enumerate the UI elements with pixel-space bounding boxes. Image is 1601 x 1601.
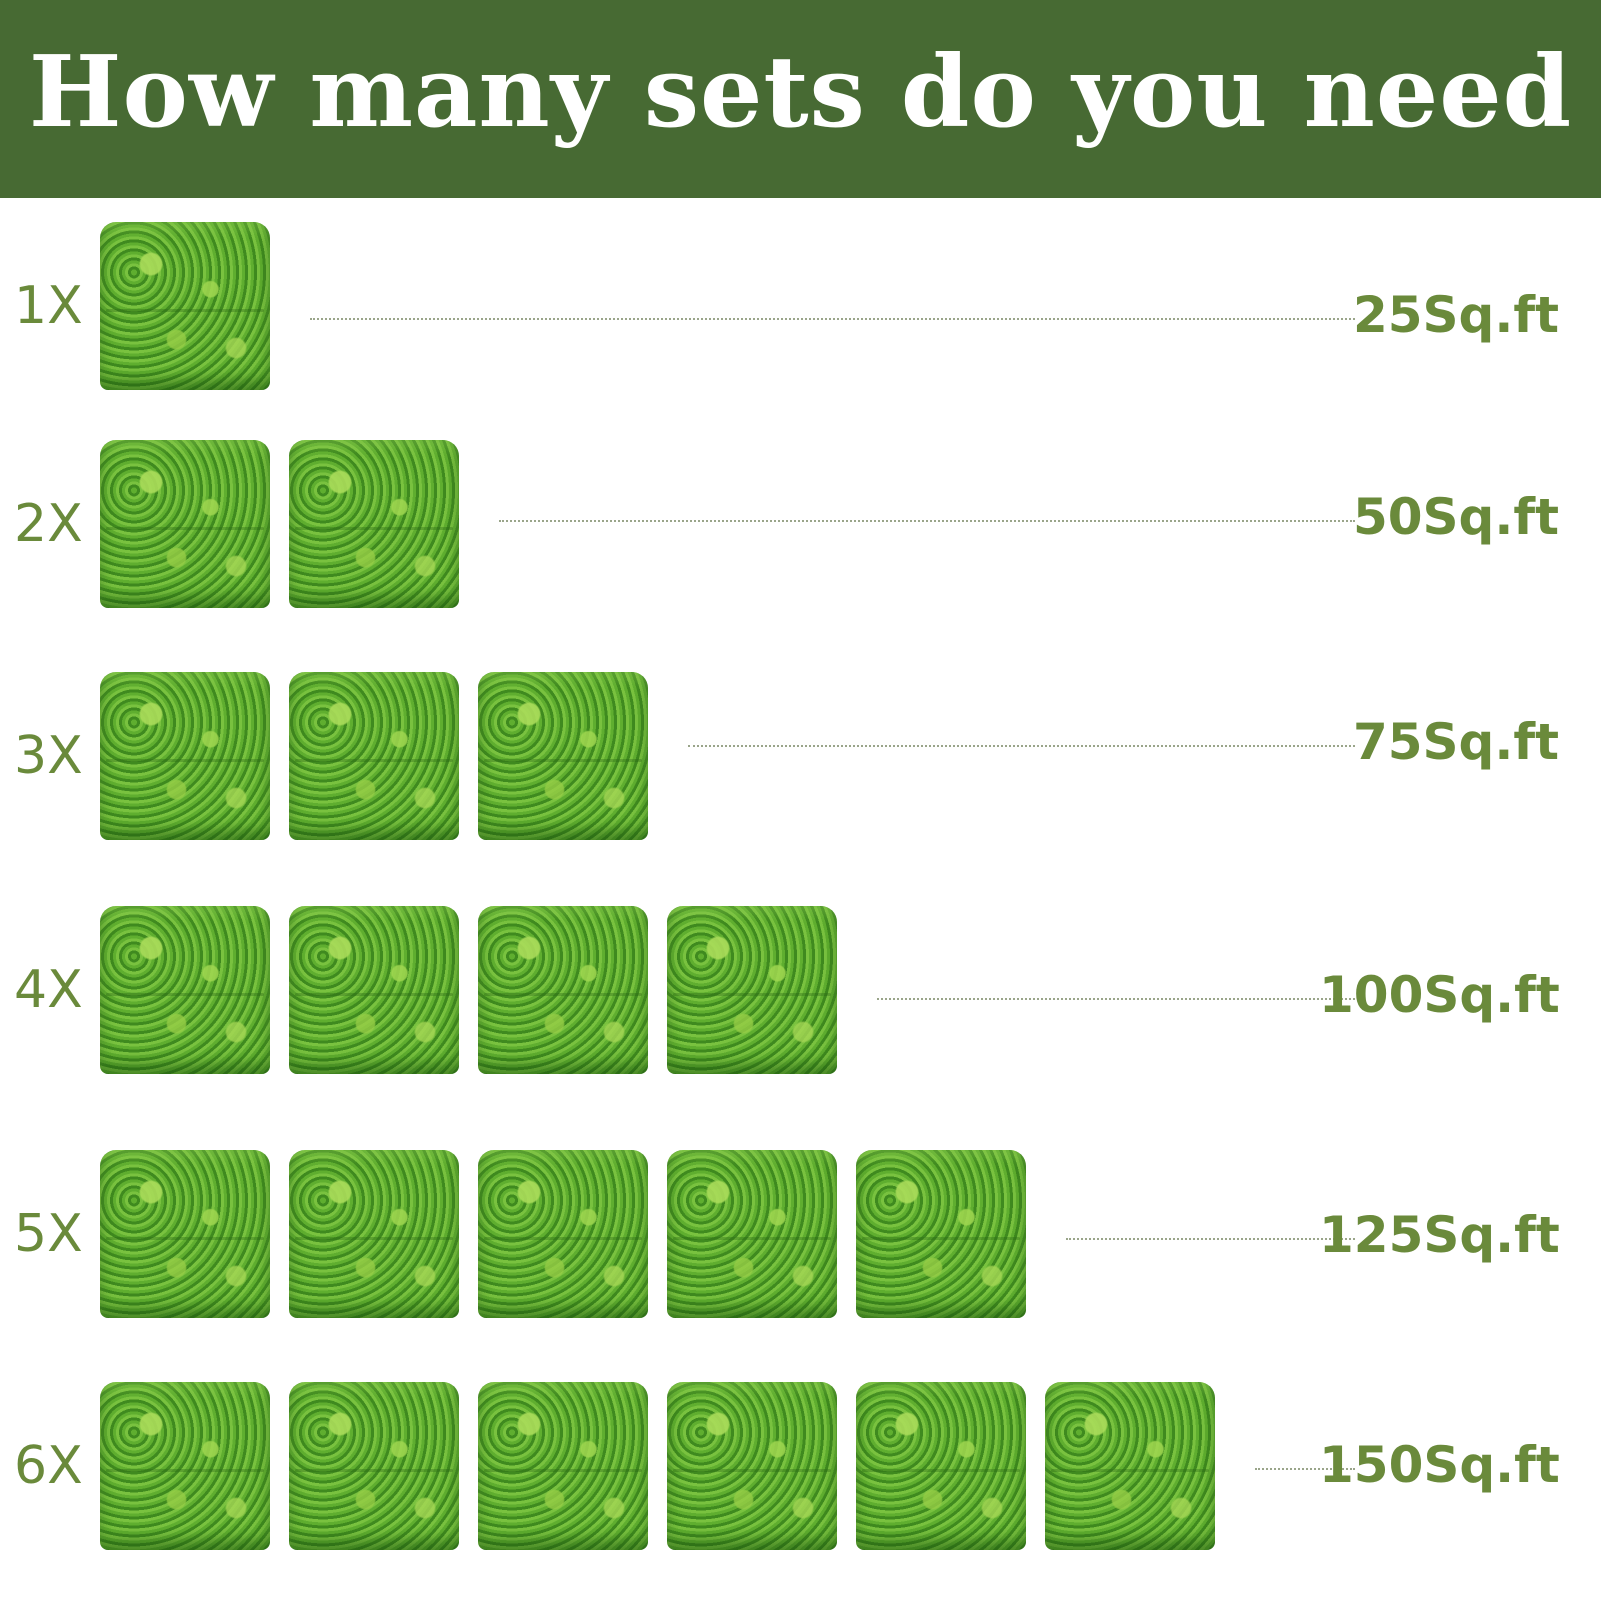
coverage-area-label: 100Sq.ft: [1319, 966, 1560, 1024]
panel-group: [0, 440, 1601, 612]
dotted-leader-line: [1066, 1238, 1355, 1240]
set-row: 4X: [0, 906, 1601, 1078]
hedge-panel-image: [289, 440, 459, 608]
set-row: 5X: [0, 1150, 1601, 1322]
hedge-panel-image: [667, 1150, 837, 1318]
hedge-panel-image: [289, 1382, 459, 1550]
panel-group: [0, 1382, 1601, 1554]
multiplier-label: 2X: [14, 494, 83, 554]
hedge-panel-image: [289, 1150, 459, 1318]
hedge-panel-image: [478, 1150, 648, 1318]
hedge-panel-image: [1045, 1382, 1215, 1550]
dotted-leader-line: [877, 998, 1355, 1000]
set-row: 2X: [0, 440, 1601, 612]
multiplier-label: 1X: [14, 276, 83, 336]
coverage-area-label: 75Sq.ft: [1352, 713, 1559, 771]
hedge-panel-image: [667, 1382, 837, 1550]
hedge-panel-image: [478, 1382, 648, 1550]
panel-group: [0, 222, 1601, 394]
dotted-leader-line: [1255, 1468, 1355, 1470]
hedge-panel-image: [100, 440, 270, 608]
panel-group: [0, 906, 1601, 1078]
set-row: 1X: [0, 222, 1601, 394]
hedge-panel-image: [100, 1150, 270, 1318]
hedge-panel-image: [667, 906, 837, 1074]
multiplier-label: 4X: [14, 960, 83, 1020]
hedge-panel-image: [478, 906, 648, 1074]
dotted-leader-line: [499, 520, 1355, 522]
hedge-panel-image: [856, 1382, 1026, 1550]
panel-group: [0, 672, 1601, 844]
dotted-leader-line: [688, 745, 1355, 747]
panel-group: [0, 1150, 1601, 1322]
coverage-area-label: 50Sq.ft: [1352, 488, 1559, 546]
dotted-leader-line: [310, 318, 1355, 320]
multiplier-label: 6X: [14, 1436, 83, 1496]
coverage-area-label: 150Sq.ft: [1319, 1436, 1560, 1494]
hedge-panel-image: [478, 672, 648, 840]
page-title: How many sets do you need: [28, 34, 1573, 150]
coverage-area-label: 25Sq.ft: [1352, 286, 1559, 344]
hedge-panel-image: [100, 906, 270, 1074]
coverage-area-label: 125Sq.ft: [1319, 1206, 1560, 1264]
set-row: 3X: [0, 672, 1601, 844]
multiplier-label: 5X: [14, 1204, 83, 1264]
hedge-panel-image: [100, 1382, 270, 1550]
hedge-panel-image: [289, 672, 459, 840]
hedge-panel-image: [100, 222, 270, 390]
set-row: 6X: [0, 1382, 1601, 1554]
header-banner: How many sets do you need: [0, 0, 1601, 198]
hedge-panel-image: [289, 906, 459, 1074]
hedge-panel-image: [856, 1150, 1026, 1318]
hedge-panel-image: [100, 672, 270, 840]
multiplier-label: 3X: [14, 726, 83, 786]
